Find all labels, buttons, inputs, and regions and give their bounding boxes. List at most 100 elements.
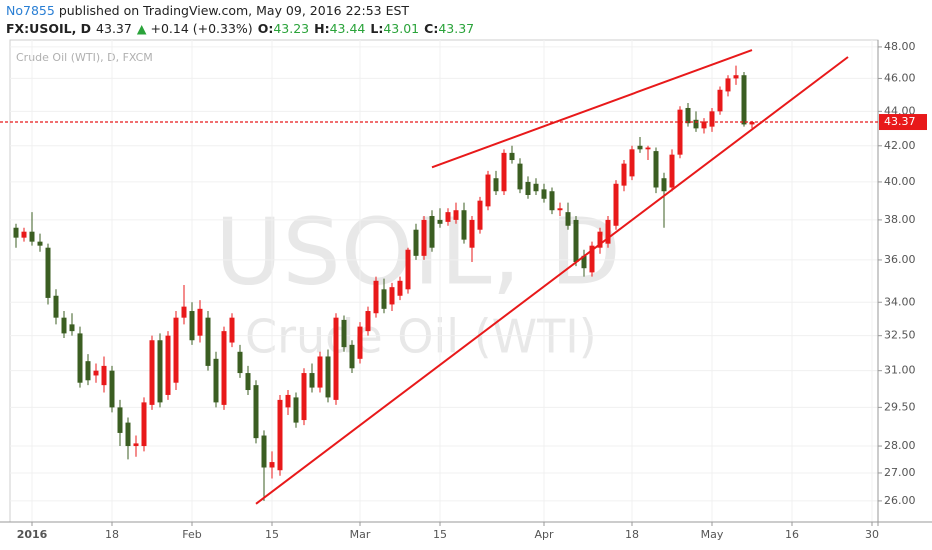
x-tick-label: 18 [625, 528, 639, 541]
price-label: 43.37 [884, 115, 916, 128]
candle-body [677, 109, 683, 155]
candle-body [269, 462, 275, 468]
candle-body [477, 200, 483, 230]
candle-body [45, 247, 51, 298]
candle-body [621, 163, 627, 186]
x-tick-label: Apr [534, 528, 554, 541]
candle-body [229, 317, 235, 343]
field-value: 43.44 [330, 21, 366, 36]
candle-body [309, 373, 315, 388]
candle-body [541, 189, 547, 199]
candle-body [493, 178, 499, 192]
candle-body [573, 219, 579, 262]
candle-body [741, 75, 747, 125]
candle-body [381, 289, 387, 309]
candle-body [501, 152, 507, 192]
trend-line [255, 56, 849, 505]
candle-body [349, 344, 355, 369]
candle-body [629, 149, 635, 177]
candle-body [749, 122, 755, 125]
candle-body [357, 326, 363, 359]
candle-body [373, 280, 379, 314]
candle-body [365, 311, 371, 332]
candle-body [69, 324, 75, 332]
quote-line: FX:USOIL, D 43.37 ▲ +0.14 (+0.33%) O:43.23 H:… [6, 21, 474, 36]
candle-body [661, 178, 667, 192]
candle-body [653, 151, 659, 188]
y-tick-label: 48.00 [884, 40, 916, 53]
field-label: O: [258, 21, 274, 36]
candle-body [333, 317, 339, 400]
published: published on TradingView.com, May 09, 20… [59, 3, 410, 18]
candle-body [429, 216, 435, 248]
x-tick-label: 16 [785, 528, 799, 541]
candle-body [29, 231, 35, 242]
symbol: FX:USOIL, D [6, 21, 91, 36]
change-arrow: ▲ [137, 21, 147, 36]
candle-body [125, 422, 131, 447]
watermark: Crude Oil (WTI) [245, 310, 597, 364]
last-price: 43.37 [96, 21, 132, 36]
y-tick-label: 38.00 [884, 213, 916, 226]
candle-body [517, 163, 523, 190]
x-tick-label: 15 [265, 528, 279, 541]
candle-body [453, 210, 459, 220]
candle-body [133, 443, 139, 447]
candle-body [645, 147, 651, 150]
candle-body [405, 249, 411, 290]
candle-body [485, 174, 491, 207]
candle-body [197, 308, 203, 336]
candle-body [149, 340, 155, 405]
trend-line [431, 49, 753, 169]
candle-body [725, 78, 731, 92]
y-tick-label: 27.00 [884, 466, 916, 479]
x-tick-label: Mar [350, 528, 371, 541]
candle-body [613, 183, 619, 226]
candle-body [389, 287, 395, 305]
x-tick-label: Feb [182, 528, 201, 541]
field-value: 43.37 [438, 21, 474, 36]
candle-body [253, 385, 259, 439]
candle-body [533, 183, 539, 192]
candle-body [221, 331, 227, 405]
x-tick-label: 18 [105, 528, 119, 541]
candle-body [605, 219, 611, 244]
candle-body [445, 212, 451, 222]
candle-body [549, 191, 555, 211]
candle-body [37, 241, 43, 246]
candle-body [693, 119, 699, 129]
candle-body [525, 181, 531, 195]
x-tick-label: 30 [865, 528, 879, 541]
candle-body [597, 231, 603, 248]
candle-body [205, 317, 211, 366]
candle-body [461, 210, 467, 240]
candle-body [13, 227, 19, 238]
y-tick-label: 32.50 [884, 329, 916, 342]
y-tick-label: 46.00 [884, 71, 916, 84]
candle-body [293, 397, 299, 423]
candle-body [341, 319, 347, 348]
candle-body [237, 351, 243, 374]
candle-body [733, 75, 739, 79]
candle-body [77, 333, 83, 383]
candle-body [437, 219, 443, 224]
y-tick-label: 34.00 [884, 295, 916, 308]
candle-body [685, 107, 691, 124]
candle-body [421, 219, 427, 256]
candle-body [285, 394, 291, 408]
x-tick-label: May [701, 528, 724, 541]
y-tick-label: 40.00 [884, 175, 916, 188]
candle-body [717, 89, 723, 112]
author[interactable]: No7855 [6, 3, 55, 18]
candle-body [557, 208, 563, 211]
candle-body [581, 255, 587, 269]
candle-body [21, 231, 27, 238]
candle-body [301, 373, 307, 421]
y-tick-label: 42.00 [884, 139, 916, 152]
candle-body [181, 306, 187, 318]
candle-body [245, 373, 251, 391]
candle-body [565, 212, 571, 226]
